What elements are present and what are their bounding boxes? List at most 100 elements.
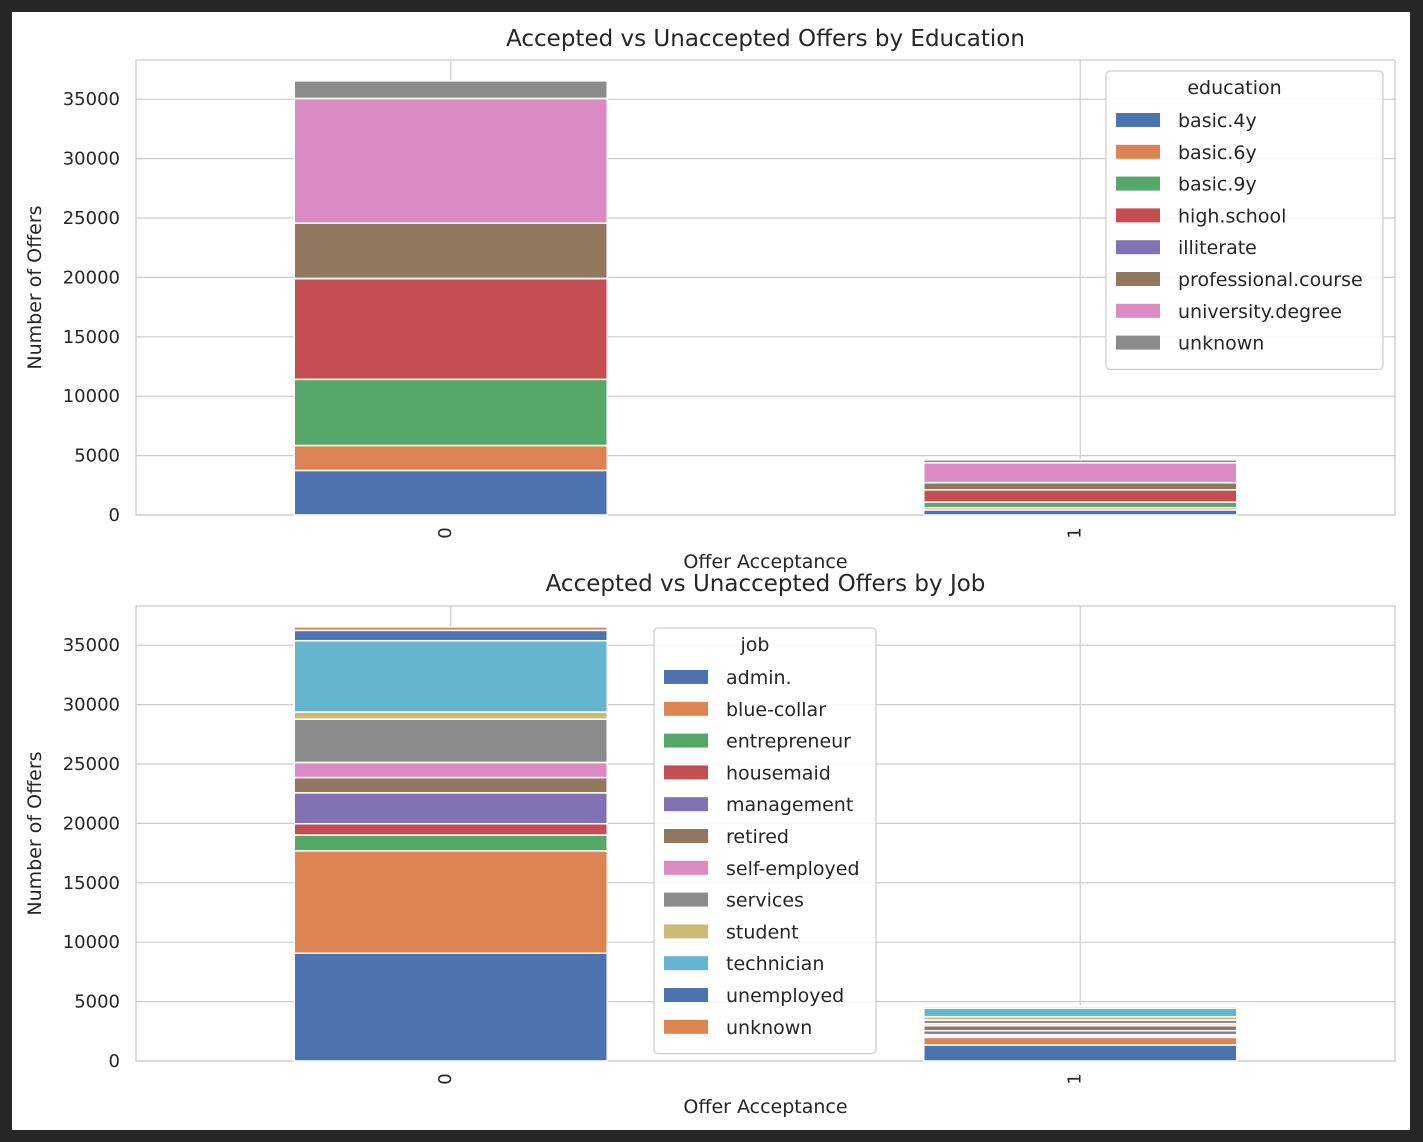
x-axis-label: Offer Acceptance <box>683 551 847 573</box>
legend-entry: basic.9y <box>1178 174 1257 196</box>
legend-entry: university.degree <box>1178 301 1342 323</box>
legend-swatch <box>1116 176 1160 191</box>
legend-entry: unemployed <box>726 985 844 1007</box>
legend-entry: unknown <box>726 1017 812 1039</box>
legend-entry: student <box>726 921 799 943</box>
legend-swatch <box>1116 240 1160 255</box>
y-tick-label: 15000 <box>63 327 120 348</box>
legend-swatch <box>664 701 708 716</box>
legend-swatch <box>1116 144 1160 159</box>
legend-swatch <box>1116 335 1160 350</box>
legend-box <box>653 627 877 1055</box>
y-tick-label: 30000 <box>63 695 120 716</box>
bar-segment <box>923 1007 1238 1018</box>
legend-entry: professional.course <box>1178 269 1363 291</box>
bar-segment <box>923 1044 1238 1062</box>
x-tick-label: 0 <box>435 1073 456 1084</box>
bar-segment <box>923 1024 1238 1032</box>
bar-segment <box>293 834 608 852</box>
y-tick-label: 30000 <box>63 149 120 170</box>
legend-swatch <box>1116 208 1160 223</box>
legend-swatch <box>664 765 708 780</box>
bar-segment <box>923 501 1238 509</box>
chart-title: Accepted vs Unaccepted Offers by Job <box>546 571 986 597</box>
bar-segment <box>293 761 608 779</box>
bar-segment <box>293 378 608 447</box>
legend-title: job <box>740 634 770 656</box>
y-tick-label: 25000 <box>63 754 120 775</box>
legend-swatch <box>664 988 708 1002</box>
y-tick-label: 0 <box>109 505 120 526</box>
bar-segment <box>293 444 608 472</box>
legend-entry: retired <box>726 826 789 848</box>
legend-swatch <box>1116 272 1160 286</box>
legend-entry: illiterate <box>1178 237 1257 259</box>
bar-segment <box>293 222 608 280</box>
y-tick-label: 10000 <box>63 386 120 407</box>
bar-segment <box>923 459 1238 464</box>
bar-segment <box>293 97 608 224</box>
legend-swatch <box>664 860 708 875</box>
y-tick-label: 15000 <box>63 873 120 894</box>
legend-swatch <box>664 1019 708 1034</box>
bar-segment <box>293 776 608 794</box>
legend-entry: services <box>726 890 804 912</box>
y-tick-label: 5000 <box>74 446 120 467</box>
legend-box <box>1105 70 1384 370</box>
y-tick-label: 35000 <box>63 635 120 656</box>
bar-segment <box>923 489 1238 503</box>
y-tick-label: 20000 <box>63 813 120 834</box>
bar-segment <box>293 823 608 836</box>
bar-segment <box>293 718 608 764</box>
bar-segment <box>293 80 608 100</box>
legend-swatch <box>1116 113 1160 127</box>
x-axis-label: Offer Acceptance <box>683 1096 847 1118</box>
bar-segment <box>923 462 1238 484</box>
y-tick-label: 10000 <box>63 932 120 953</box>
figure: 0 5000 10000 15000 20000 25000 30000 35000 0 1 Off… <box>12 12 1410 1130</box>
legend-entry: basic.6y <box>1178 142 1257 164</box>
legend-swatch <box>1116 303 1160 318</box>
legend-swatch <box>664 797 708 812</box>
legend-entry: housemaid <box>726 762 831 784</box>
y-tick-label: 5000 <box>74 992 120 1013</box>
bar-segment <box>923 1036 1238 1046</box>
bar-segment <box>293 850 608 954</box>
legend-title: education <box>1187 77 1281 99</box>
legend-swatch <box>664 892 708 907</box>
legend-entry: blue-collar <box>726 699 826 721</box>
legend-entry: unknown <box>1178 333 1264 355</box>
y-axis-label: Number of Offers <box>24 751 46 915</box>
x-tick-label: 1 <box>1064 527 1085 538</box>
legend-entry: entrepreneur <box>726 731 851 753</box>
legend-entry: admin. <box>726 667 792 689</box>
bar-segment <box>293 629 608 642</box>
bar-segment <box>293 626 608 632</box>
bar-segment <box>293 952 608 1062</box>
x-tick-label: 1 <box>1064 1073 1085 1084</box>
y-tick-label: 20000 <box>63 267 120 288</box>
bar-segment <box>923 509 1238 516</box>
legend-entry: management <box>726 794 853 816</box>
bar-segment <box>293 277 608 381</box>
bar-segment <box>293 639 608 713</box>
y-tick-label: 25000 <box>63 208 120 229</box>
chart-title: Accepted vs Unaccepted Offers by Educati… <box>506 26 1025 52</box>
legend-swatch <box>664 733 708 748</box>
bar-segment <box>293 469 608 516</box>
legend-entry: high.school <box>1178 205 1286 227</box>
legend-entry: technician <box>726 953 824 975</box>
legend-swatch <box>664 956 708 971</box>
legend-swatch <box>664 924 708 939</box>
bar-segment <box>293 792 608 825</box>
y-tick-label: 0 <box>109 1051 120 1072</box>
x-tick-label: 0 <box>435 527 456 538</box>
y-tick-label: 35000 <box>63 89 120 110</box>
legend-swatch <box>664 670 708 684</box>
legend-swatch <box>664 829 708 843</box>
bar-segment <box>923 481 1238 491</box>
bar-segment <box>293 711 608 720</box>
y-axis-label: Number of Offers <box>24 205 46 369</box>
legend-entry: basic.4y <box>1178 110 1257 132</box>
